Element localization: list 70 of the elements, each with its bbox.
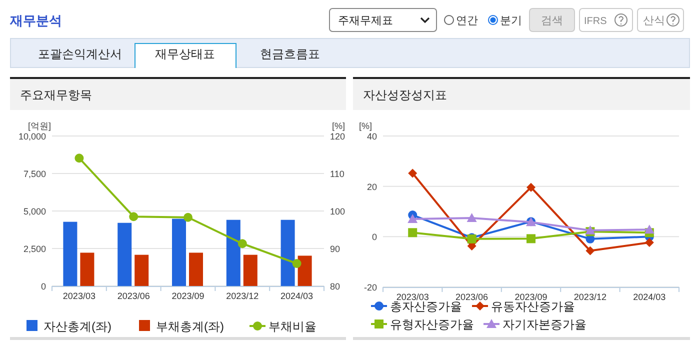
bar <box>189 252 203 286</box>
legend-label: 부채비율 <box>268 320 316 334</box>
text: 현금흐름표 <box>260 47 320 61</box>
y-tick-label: 7,500 <box>23 169 46 179</box>
bar <box>298 256 312 286</box>
point <box>408 214 418 224</box>
y-tick-label: 10,000 <box>18 132 46 142</box>
y2-axis-title: [%] <box>332 121 346 131</box>
text: 분기 <box>500 15 522 27</box>
y-tick-label: 5,000 <box>23 206 46 216</box>
text: 주재무제표 <box>338 15 393 27</box>
bar <box>134 254 149 286</box>
bar <box>280 220 295 286</box>
legend-label: 자기자본증가율 <box>502 318 586 332</box>
x-tick-label: 2024/03 <box>280 291 314 301</box>
bar <box>226 220 240 286</box>
chart-title: 주요재무항목 <box>20 88 92 102</box>
text: 재무분석 <box>9 13 62 28</box>
y-tick-label: 40 <box>366 132 377 142</box>
point <box>526 234 536 244</box>
y2-tick-label: 90 <box>330 244 340 254</box>
point <box>408 168 418 178</box>
point <box>408 228 418 238</box>
legend-label: 총자산증가율 <box>390 300 462 314</box>
point <box>184 212 192 222</box>
y-tick-label: 2,500 <box>23 244 46 254</box>
x-tick-label: 2023/09 <box>172 291 204 301</box>
x-tick-label: 2023/06 <box>456 292 488 302</box>
y-tick-label: 0 <box>372 232 377 242</box>
y2-tick-label: 100 <box>330 206 346 216</box>
legend-label: 부채총계(좌) <box>156 320 224 334</box>
legend-label: 유동자산증가율 <box>491 300 575 314</box>
x-tick-label: 2023/12 <box>574 292 606 302</box>
text: 포괄손익계산서 <box>38 47 122 61</box>
text: IFRS <box>584 16 608 27</box>
point <box>526 182 536 192</box>
y-tick-label: -20 <box>364 282 377 292</box>
bar <box>80 252 94 286</box>
text: 연간 <box>456 15 478 27</box>
x-tick-label: 2023/12 <box>226 291 259 301</box>
y2-tick-label: 110 <box>330 169 344 179</box>
point <box>238 239 247 248</box>
text: 산식 <box>643 15 665 27</box>
y-tick-label: 20 <box>366 182 377 192</box>
x-tick-label: 2023/03 <box>396 292 429 302</box>
x-tick-label: 2023/09 <box>514 292 548 302</box>
point <box>292 259 302 268</box>
x-tick-label: 2024/03 <box>633 292 666 302</box>
point <box>129 212 138 222</box>
point <box>466 213 477 222</box>
y-axis-title: [억원] <box>28 121 52 131</box>
x-tick-label: 2023/06 <box>117 291 150 301</box>
bar <box>172 218 186 286</box>
chart-title: 자산성장성지표 <box>363 88 447 102</box>
point <box>586 246 595 256</box>
y2-tick-label: 80 <box>330 282 340 292</box>
legend-label: 유형자산증가율 <box>390 318 474 332</box>
y2-tick-label: 120 <box>330 132 346 142</box>
bar <box>118 222 132 286</box>
text: 검색 <box>541 15 563 27</box>
point <box>644 224 654 234</box>
y-axis-title: [%] <box>359 121 372 131</box>
text: 재무상태표 <box>155 47 215 61</box>
point <box>644 238 654 247</box>
x-tick-label: 2023/03 <box>62 291 96 301</box>
legend-label: 자산총계(좌) <box>44 320 112 334</box>
bar <box>243 254 258 286</box>
bar <box>63 222 78 286</box>
y-tick-label: 0 <box>40 282 46 292</box>
point <box>74 154 84 163</box>
